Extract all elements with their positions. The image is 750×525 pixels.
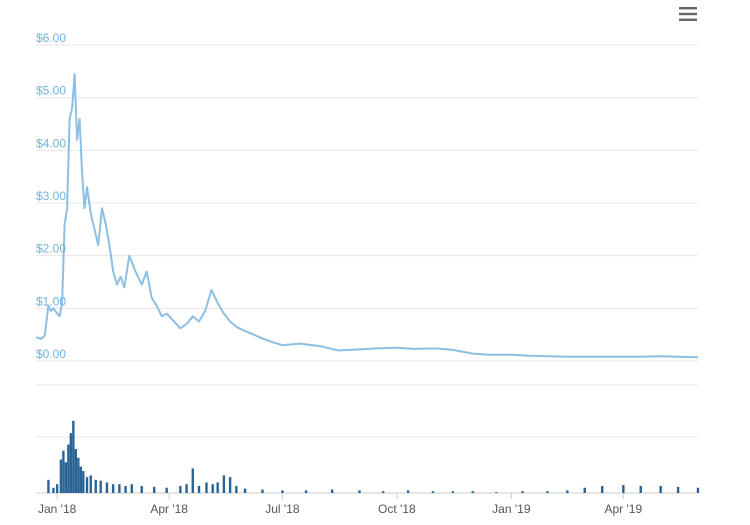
y-tick-label: $4.00 — [36, 136, 66, 150]
volume-bar — [191, 468, 194, 493]
x-axis: Jan '18 Apr '18 Jul '18 Oct '18 Jan '19 Apr '… — [38, 493, 642, 516]
price-gridlines — [36, 44, 698, 362]
y-tick-label: $6.00 — [36, 31, 66, 45]
hamburger-menu-icon — [679, 7, 697, 21]
volume-bar — [47, 479, 50, 493]
volume-bar — [243, 488, 247, 493]
volume-bar — [185, 484, 188, 493]
volume-bar — [696, 487, 700, 493]
volume-bar — [82, 471, 85, 493]
volume-bar — [330, 489, 334, 493]
x-tick-label: Oct '18 — [378, 502, 416, 516]
volume-bar — [165, 487, 168, 493]
y-tick-label: $3.00 — [36, 189, 66, 203]
volume-bar — [197, 485, 201, 493]
volume-bar — [85, 477, 89, 493]
chart-menu-button[interactable] — [676, 4, 700, 24]
volume-bar — [62, 450, 65, 493]
volume-bar — [52, 487, 55, 493]
volume-bar — [79, 466, 82, 493]
volume-bar — [118, 484, 121, 493]
volume-bar — [431, 491, 435, 493]
x-tick-label: Jan '19 — [492, 502, 531, 516]
volume-bar — [546, 491, 549, 493]
volume-bar — [89, 475, 92, 493]
volume-bar — [77, 457, 80, 493]
volume-bar — [99, 480, 102, 493]
volume-bar — [94, 479, 97, 493]
volume-bar — [111, 484, 115, 493]
volume-bar — [124, 485, 127, 493]
volume-bar — [55, 484, 59, 493]
y-tick-label: $1.00 — [36, 294, 66, 308]
x-tick-label: Apr '18 — [150, 502, 188, 516]
volume-bar — [521, 491, 524, 493]
volume-bar — [495, 492, 498, 493]
volume-bar — [622, 485, 625, 493]
volume-bar — [406, 490, 410, 493]
volume-bar — [304, 490, 308, 493]
x-tick-label: Jan '18 — [38, 502, 77, 516]
volume-bars — [47, 420, 700, 493]
x-tick-label: Apr '19 — [605, 502, 643, 516]
volume-bar — [140, 485, 143, 493]
volume-bar — [67, 444, 70, 493]
volume-bar — [566, 490, 569, 493]
volume-bar — [105, 482, 109, 493]
volume-bar — [205, 482, 208, 493]
volume-bar — [69, 433, 73, 493]
y-tick-label: $2.00 — [36, 242, 66, 256]
volume-gridlines — [36, 384, 698, 494]
volume-bar — [659, 485, 662, 493]
volume-bar — [358, 490, 361, 493]
price-series — [35, 73, 699, 359]
volume-bar — [676, 486, 680, 493]
volume-bar — [130, 484, 134, 493]
volume-bar — [179, 485, 182, 493]
volume-bar — [64, 462, 68, 493]
x-tick-label: Jul '18 — [265, 502, 300, 516]
volume-bar — [261, 489, 264, 493]
volume-bar — [228, 477, 232, 493]
volume-bar — [471, 491, 474, 493]
volume-bar — [451, 491, 455, 493]
volume-bar — [222, 475, 226, 493]
volume-bar — [211, 484, 214, 493]
volume-bar — [74, 449, 78, 493]
volume-bar — [216, 482, 219, 493]
volume-bar — [600, 485, 604, 493]
volume-bar — [59, 459, 63, 493]
volume-bar — [381, 491, 385, 493]
volume-bar — [72, 420, 75, 493]
volume-bar — [639, 485, 642, 493]
y-tick-label: $0.00 — [36, 347, 66, 361]
price-line — [35, 73, 699, 359]
volume-bar — [583, 487, 586, 493]
volume-bar — [281, 490, 284, 493]
y-tick-label: $5.00 — [36, 84, 66, 98]
volume-bar — [153, 486, 156, 493]
price-y-axis-labels: $0.00 $1.00 $2.00 $3.00 $4.00 $5.00 $6.00 — [36, 31, 66, 361]
volume-bar — [235, 485, 238, 493]
